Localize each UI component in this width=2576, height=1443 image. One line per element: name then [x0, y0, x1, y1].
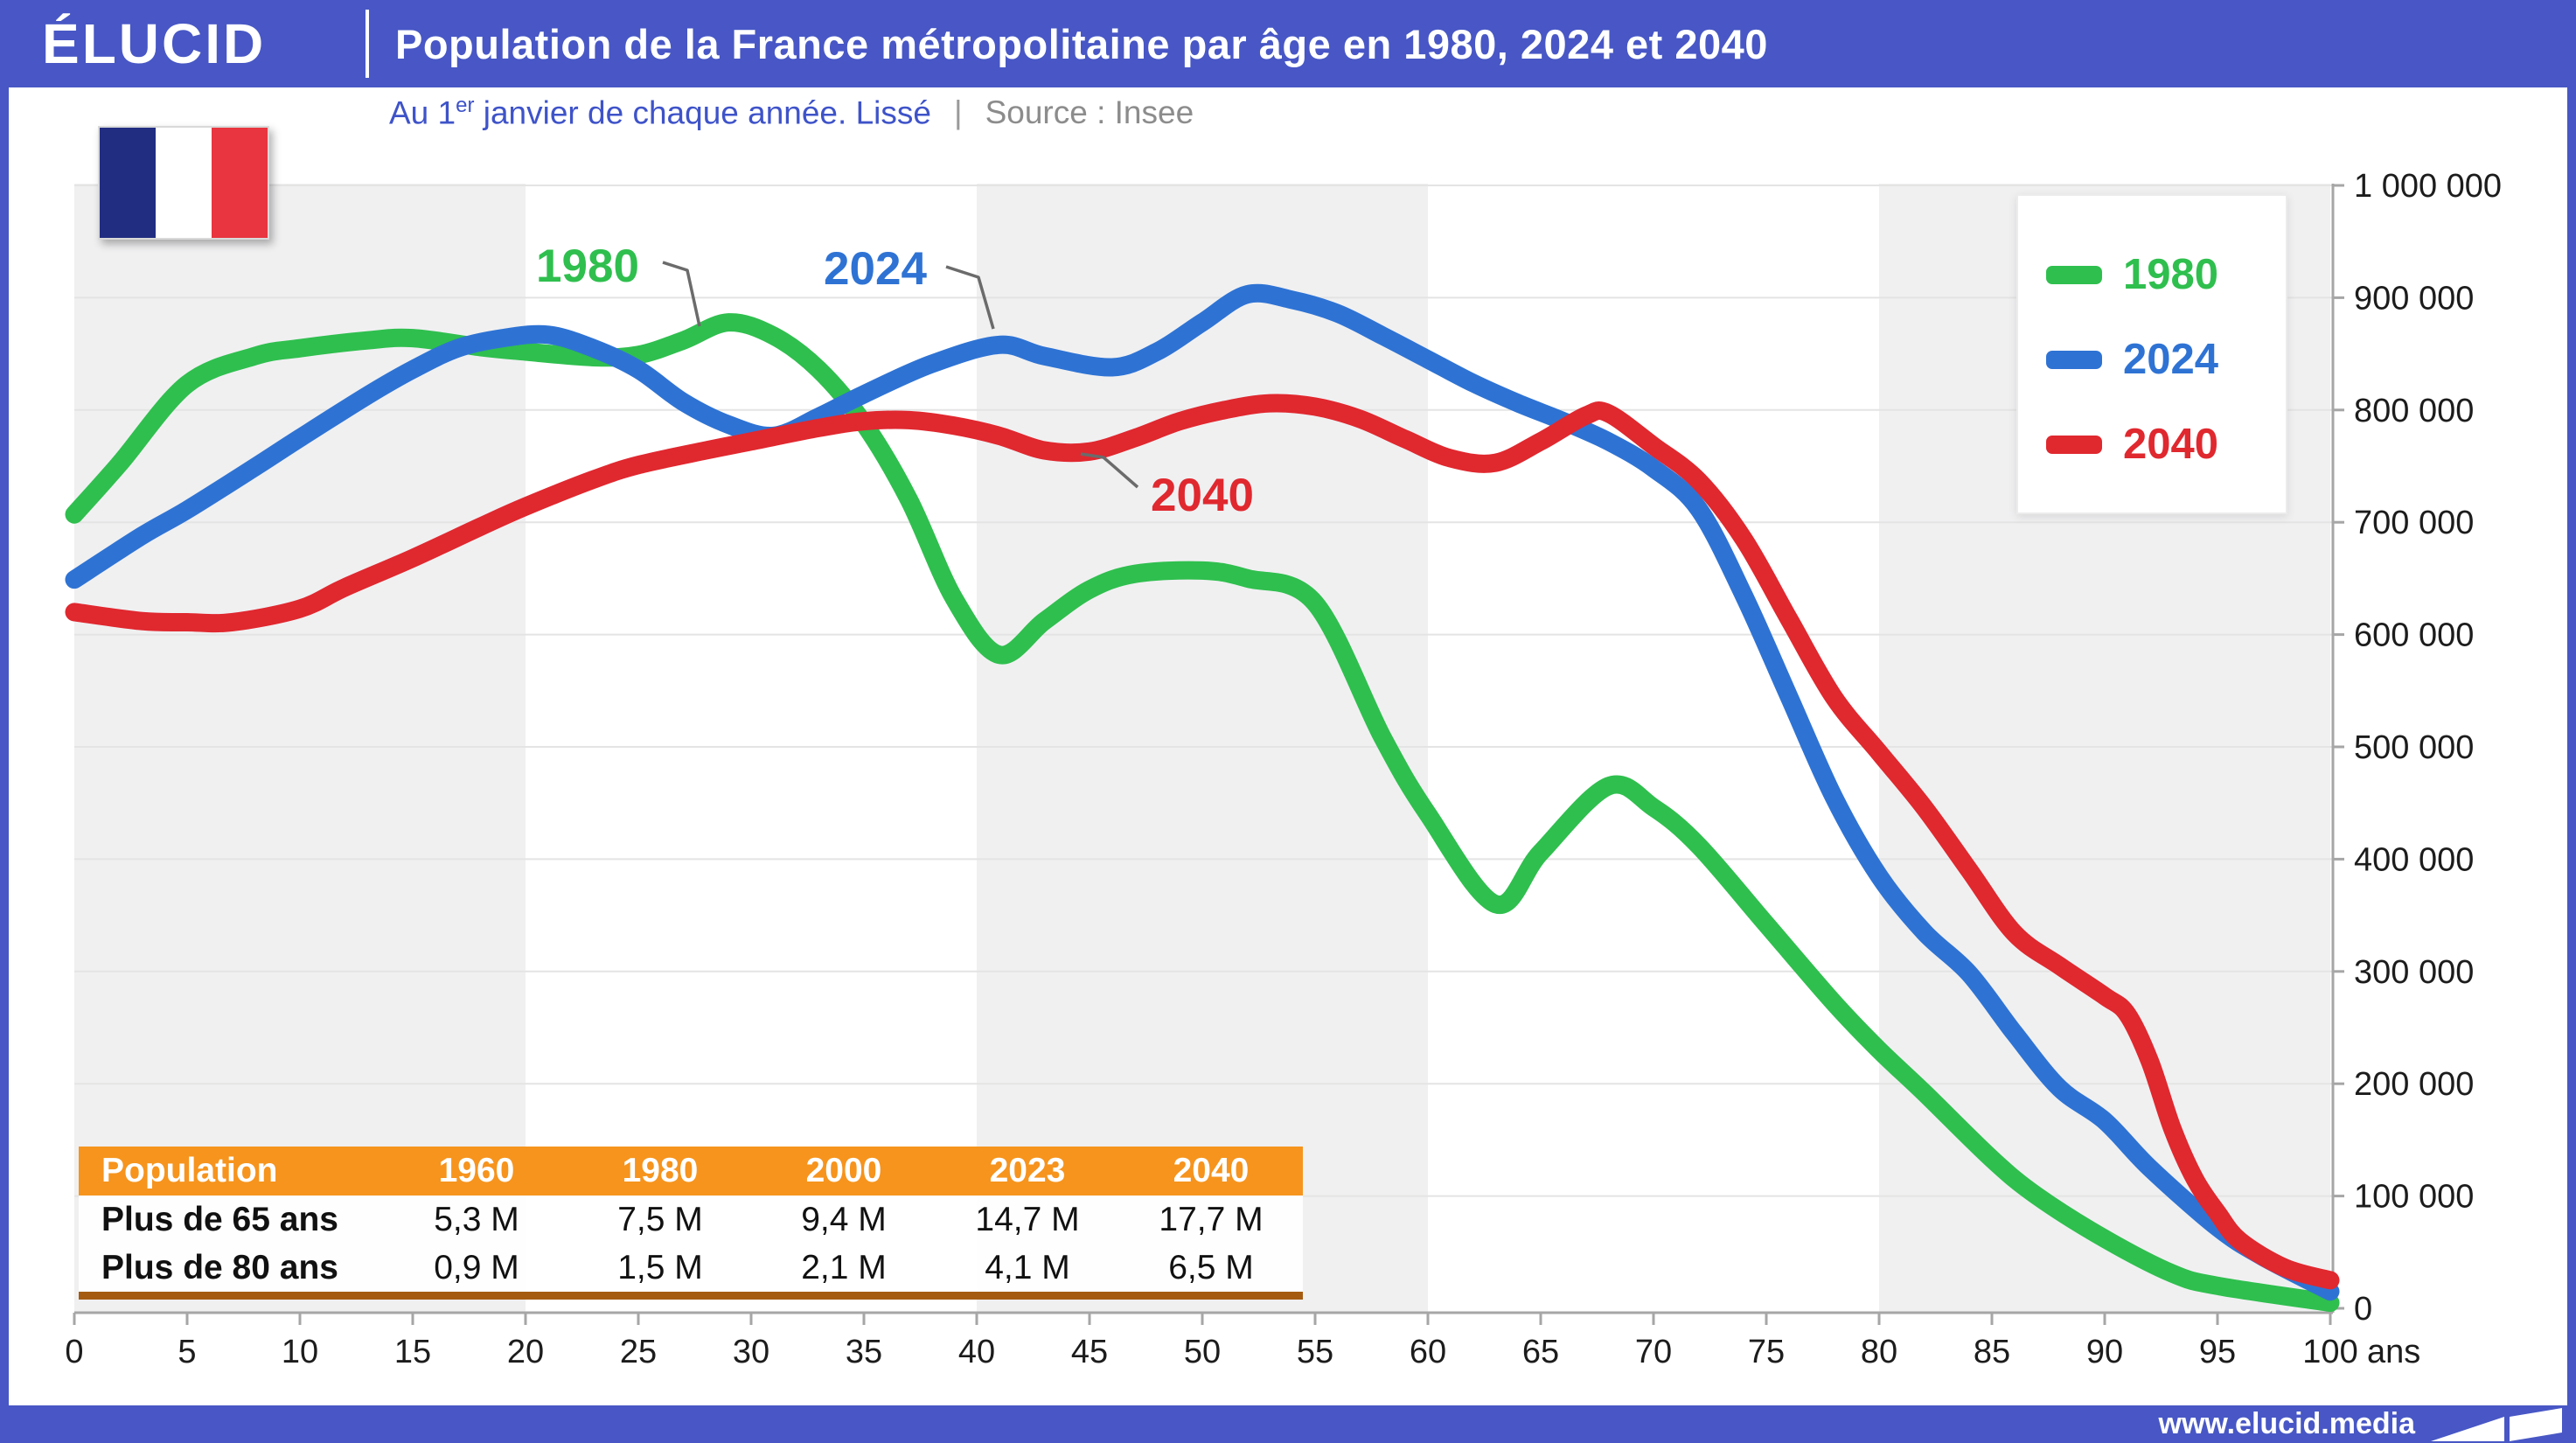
x-tick-label: 80	[1861, 1334, 1897, 1370]
x-tick-label: 30	[733, 1334, 769, 1370]
x-tick-label: 85	[1974, 1334, 2010, 1370]
legend-swatch-icon	[2046, 435, 2102, 454]
right-border	[2567, 0, 2576, 1443]
summary-table: Population 1960 1980 2000 2023 2040 Plus de 65…	[79, 1147, 1303, 1300]
y-tick-label: 100 000	[2354, 1179, 2474, 1216]
france-flag-icon	[98, 126, 269, 240]
x-tick-label: 15	[394, 1334, 431, 1370]
x-tick-label: 60	[1410, 1334, 1446, 1370]
row-label: Plus de 80 ans	[79, 1244, 385, 1296]
table-header-row: Population 1960 1980 2000 2023 2040	[79, 1147, 1303, 1196]
legend-label: 1980	[2123, 250, 2219, 298]
footer-site-link[interactable]: www.elucid.media	[2158, 1407, 2415, 1440]
y-tick-label: 900 000	[2354, 280, 2474, 317]
subtitle-separator: |	[953, 94, 963, 130]
y-tick-label: 0	[2354, 1291, 2372, 1328]
x-tick-label: 55	[1297, 1334, 1333, 1370]
elucid-logo: ÉLUCID	[42, 12, 267, 75]
row-value: 2,1 M	[752, 1244, 936, 1296]
flag-stripe-white	[156, 128, 212, 238]
x-tick-label: 35	[846, 1334, 882, 1370]
legend-item-2024: 2024	[2046, 338, 2218, 380]
y-tick-label: 200 000	[2354, 1066, 2474, 1103]
y-tick-label: 500 000	[2354, 729, 2474, 766]
x-tick-label: 0	[65, 1334, 83, 1370]
x-tick-label: 10	[282, 1334, 318, 1370]
table-header-cell: 1960	[385, 1147, 568, 1196]
table-header-cell: Population	[79, 1147, 385, 1196]
header-divider	[366, 10, 369, 78]
x-tick-label: 70	[1635, 1334, 1672, 1370]
flag-stripe-blue	[100, 128, 156, 238]
table-row: Plus de 65 ans 5,3 M 7,5 M 9,4 M 14,7 M 17,7 …	[79, 1196, 1303, 1244]
curve-label-2040: 2040	[1151, 470, 1254, 521]
row-value: 9,4 M	[752, 1196, 936, 1244]
elucid-flag-icon	[2431, 1407, 2562, 1441]
x-tick-label: 45	[1071, 1334, 1108, 1370]
callout-line-1980	[662, 261, 701, 327]
table-header-cell: 1980	[568, 1147, 752, 1196]
row-value: 17,7 M	[1119, 1196, 1303, 1244]
x-tick-label: 90	[2086, 1334, 2123, 1370]
series-line-2024	[65, 283, 2340, 1301]
x-tick-label: 100	[2302, 1334, 2357, 1370]
left-border	[0, 0, 9, 1443]
row-value: 6,5 M	[1119, 1244, 1303, 1296]
x-tick-label: 5	[178, 1334, 196, 1370]
curve-label-2024: 2024	[824, 243, 927, 295]
x-axis-unit: ans	[2367, 1334, 2420, 1370]
row-label: Plus de 65 ans	[79, 1196, 385, 1244]
legend-item-1980: 1980	[2046, 250, 2219, 298]
x-tick-label: 20	[507, 1334, 544, 1370]
x-tick-label: 40	[958, 1334, 995, 1370]
row-value: 14,7 M	[936, 1196, 1119, 1244]
y-tick-label: 600 000	[2354, 617, 2474, 654]
row-value: 0,9 M	[385, 1244, 568, 1296]
y-tick-label: 800 000	[2354, 393, 2474, 429]
legend-item-2040: 2040	[2046, 420, 2219, 468]
subtitle: Au 1er janvier de chaque année. Lissé | …	[389, 91, 1194, 135]
callout-line-2040	[1080, 452, 1139, 489]
page-title: Population de la France métropolitaine p…	[395, 20, 1768, 67]
series-line-2040	[65, 394, 2340, 1290]
subtitle-date: Au 1er janvier de chaque année. Lissé	[389, 94, 931, 131]
row-value: 5,3 M	[385, 1196, 568, 1244]
y-tick-label: 300 000	[2354, 954, 2474, 991]
x-tick-label: 75	[1748, 1334, 1785, 1370]
header: ÉLUCID Population de la France métropoli…	[0, 0, 2576, 87]
flag-stripe-red	[212, 128, 268, 238]
subtitle-source: Source : Insee	[985, 94, 1194, 130]
chart-legend: 1980 2024 2040	[2016, 194, 2287, 514]
y-tick-label: 400 000	[2354, 841, 2474, 878]
y-tick-label: 1 000 000	[2354, 168, 2502, 205]
callout-line-2024	[945, 265, 995, 330]
x-tick-label: 65	[1522, 1334, 1559, 1370]
legend-swatch-icon	[2046, 265, 2102, 284]
row-value: 7,5 M	[568, 1196, 752, 1244]
table-header-cell: 2040	[1119, 1147, 1303, 1196]
legend-swatch-icon	[2046, 350, 2102, 369]
footer: www.elucid.media	[0, 1405, 2576, 1443]
curve-label-1980: 1980	[536, 240, 639, 292]
table-header-cell: 2000	[752, 1147, 936, 1196]
x-tick-label: 95	[2199, 1334, 2236, 1370]
x-tick-label: 25	[620, 1334, 657, 1370]
table-row: Plus de 80 ans 0,9 M 1,5 M 2,1 M 4,1 M 6,5 M	[79, 1244, 1303, 1296]
legend-label: 2040	[2123, 420, 2219, 468]
row-value: 4,1 M	[936, 1244, 1119, 1296]
x-tick-label: 50	[1184, 1334, 1221, 1370]
row-value: 1,5 M	[568, 1244, 752, 1296]
y-tick-label: 700 000	[2354, 505, 2474, 541]
legend-label: 2024	[2123, 335, 2219, 383]
table-header-cell: 2023	[936, 1147, 1119, 1196]
